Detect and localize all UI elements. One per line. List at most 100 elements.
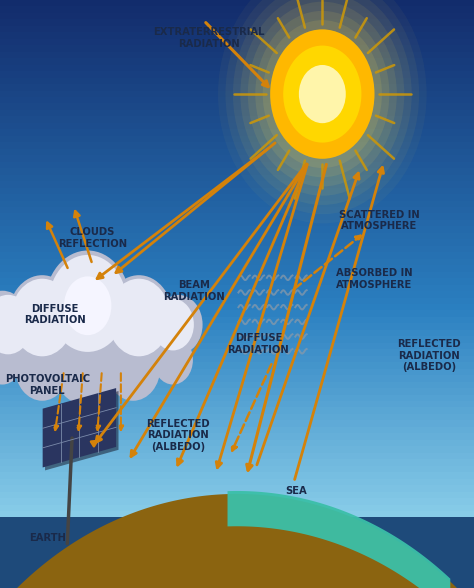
Circle shape [255, 11, 389, 177]
Bar [0, 472, 474, 479]
Bar [0, 395, 474, 401]
Bar [0, 168, 474, 175]
Bar [0, 272, 474, 278]
Circle shape [263, 20, 382, 168]
Bar [0, 91, 474, 97]
Text: SEA: SEA [285, 486, 307, 496]
Bar [0, 420, 474, 427]
Bar [0, 162, 474, 168]
Bar [0, 407, 474, 414]
Bar [0, 446, 474, 453]
Circle shape [153, 335, 193, 385]
Bar [0, 246, 474, 252]
Bar [0, 459, 474, 466]
Circle shape [270, 29, 374, 159]
Circle shape [283, 46, 362, 143]
Bar [0, 440, 474, 446]
Bar [0, 485, 474, 492]
Bar [0, 310, 474, 317]
Bar [0, 0, 474, 6]
Circle shape [226, 0, 419, 214]
Polygon shape [228, 491, 450, 588]
Circle shape [106, 333, 161, 401]
Circle shape [0, 290, 30, 359]
Circle shape [0, 335, 22, 385]
Bar [0, 26, 474, 32]
Circle shape [64, 276, 111, 335]
Circle shape [11, 279, 73, 356]
Bar [0, 65, 474, 71]
Bar [0, 349, 474, 356]
Bar [0, 259, 474, 265]
Circle shape [152, 299, 194, 350]
Bar [0, 123, 474, 129]
Polygon shape [0, 494, 474, 588]
Bar [0, 498, 474, 505]
Polygon shape [45, 391, 118, 470]
Bar [0, 323, 474, 330]
Bar [0, 453, 474, 459]
Circle shape [0, 295, 32, 355]
Text: DIFFUSE
RADIATION: DIFFUSE RADIATION [228, 333, 289, 355]
Text: REFLECTED
RADIATION
(ALBEDO): REFLECTED RADIATION (ALBEDO) [146, 419, 210, 452]
Bar [0, 110, 474, 116]
Bar [0, 291, 474, 298]
Bar [0, 32, 474, 39]
Bar [0, 226, 474, 233]
Circle shape [155, 295, 202, 354]
Bar [0, 71, 474, 78]
Circle shape [108, 279, 170, 356]
Bar [0, 181, 474, 188]
Circle shape [240, 0, 404, 196]
Circle shape [51, 314, 125, 406]
Bar [0, 336, 474, 343]
Bar [0, 433, 474, 440]
Bar [0, 19, 474, 26]
Bar [0, 103, 474, 110]
Bar [0, 252, 474, 259]
Bar [0, 97, 474, 103]
Bar [0, 427, 474, 433]
Circle shape [270, 29, 374, 159]
Bar [0, 511, 474, 517]
Bar [0, 414, 474, 420]
Bar [0, 265, 474, 272]
Text: REFLECTED
RADIATION
(ALBEDO): REFLECTED RADIATION (ALBEDO) [397, 339, 461, 372]
Bar [0, 220, 474, 226]
Bar [0, 149, 474, 155]
Bar [0, 388, 474, 395]
Bar [0, 356, 474, 362]
Bar [0, 492, 474, 498]
Bar [0, 369, 474, 375]
Bar [0, 343, 474, 349]
Bar [0, 175, 474, 181]
Circle shape [248, 2, 397, 186]
Circle shape [299, 65, 346, 123]
Bar [0, 52, 474, 58]
Text: CLOUDS
REFLECTION: CLOUDS REFLECTION [58, 228, 127, 249]
Bar [0, 278, 474, 285]
Bar [0, 233, 474, 239]
Bar [0, 58, 474, 65]
Bar [0, 155, 474, 162]
Text: ABSORBED IN
ATMOSPHERE: ABSORBED IN ATMOSPHERE [336, 269, 413, 290]
Circle shape [233, 0, 412, 205]
Bar [0, 194, 474, 201]
Bar [0, 188, 474, 194]
Bar [0, 39, 474, 45]
Circle shape [48, 255, 127, 352]
Bar [0, 78, 474, 84]
Bar [0, 375, 474, 382]
Text: EXTRATERRESTRIAL
RADIATION: EXTRATERRESTRIAL RADIATION [153, 28, 264, 49]
Circle shape [45, 250, 130, 356]
Bar [0, 201, 474, 207]
Bar [0, 213, 474, 220]
Bar [0, 207, 474, 213]
Bar [0, 317, 474, 323]
Bar [0, 382, 474, 388]
Bar [0, 505, 474, 511]
Text: DIFFUSE
RADIATION: DIFFUSE RADIATION [24, 304, 85, 325]
Text: EARTH: EARTH [29, 533, 66, 543]
Bar [0, 239, 474, 246]
Bar [0, 298, 474, 304]
